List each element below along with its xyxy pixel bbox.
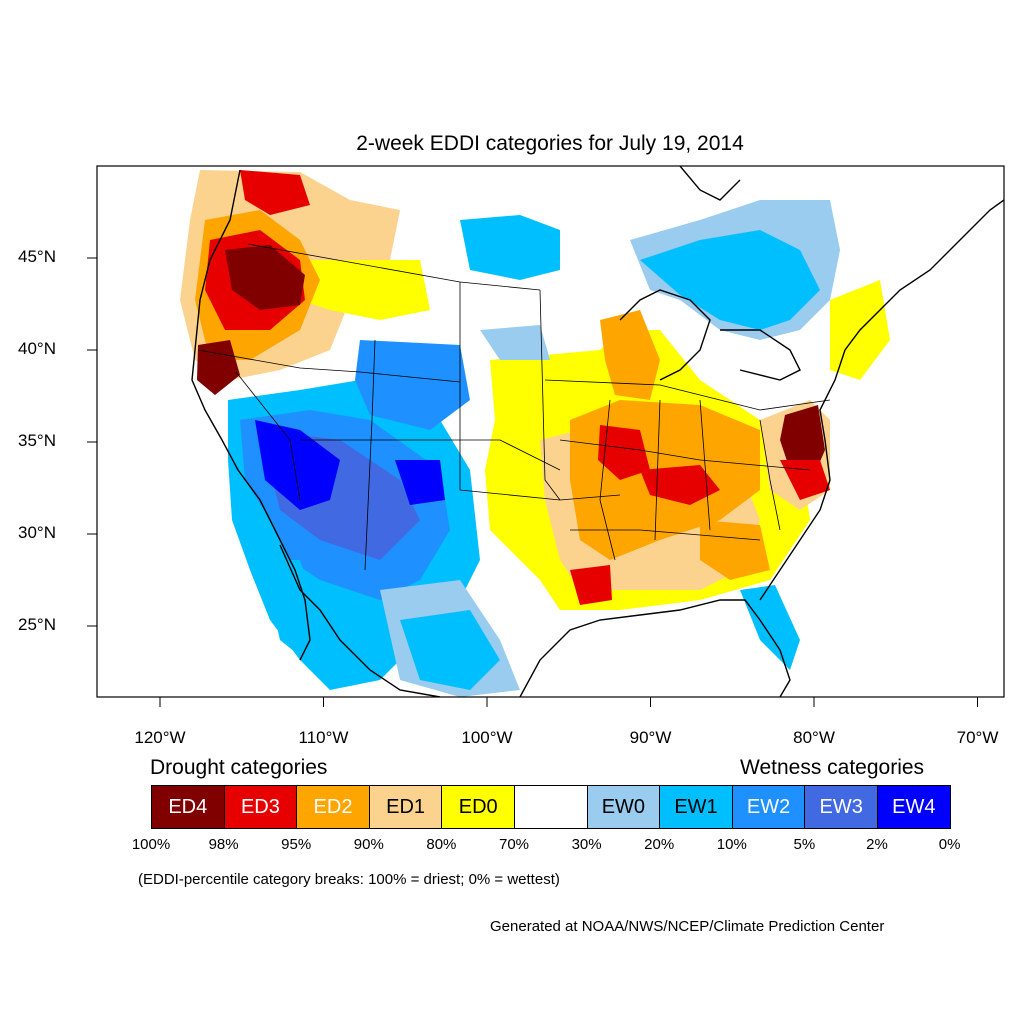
legend-break-label: 95% [281, 836, 312, 853]
legend-swatch [514, 785, 588, 829]
ed0-region-mt [300, 260, 430, 320]
legend-break-label: 100% [131, 836, 171, 853]
ed2-region-mi [600, 310, 660, 400]
legend-break-label: 0% [938, 836, 961, 853]
legend-swatch: ED0 [441, 785, 515, 829]
ed3-region-wa [240, 170, 310, 215]
ew1-region-baja [262, 560, 320, 660]
legend-break-label: 20% [644, 836, 675, 853]
ew1-region-dakotas [460, 215, 560, 280]
ew1-region-tx [400, 610, 500, 690]
map-title: 2-week EDDI categories for July 19, 2014 [356, 132, 744, 155]
category-note: (EDDI-percentile category breaks: 100% =… [138, 871, 560, 888]
coastlines [191, 166, 1004, 697]
map-frame [96, 165, 1005, 698]
legend-swatch: ED2 [296, 785, 370, 829]
lon-tick-label: 100°W [461, 728, 513, 747]
lon-tick-label: 120°W [134, 728, 186, 747]
legend-break-label: 70% [498, 836, 530, 853]
tick-marks [87, 257, 978, 707]
lat-tick-label: 30°N [18, 523, 56, 542]
lon-tick-label: 90°W [629, 728, 672, 747]
ew4-region-sw [255, 420, 340, 510]
ed3-region-mo [598, 425, 650, 480]
legend-break-label: 30% [571, 836, 602, 853]
legend-break-label: 2% [866, 836, 888, 853]
legend-break-label: 10% [716, 836, 747, 853]
legend-swatch: ED1 [368, 785, 443, 829]
lon-tick-label: 80°W [793, 728, 835, 747]
state-boundaries [197, 243, 831, 571]
legend-break-label: 80% [426, 836, 457, 853]
legend-swatch: EW3 [804, 785, 878, 829]
lat-tick-label: 45°N [18, 247, 56, 266]
credit-line: Generated at NOAA/NWS/NCEP/Climate Predi… [490, 918, 885, 935]
legend-break-label: 5% [793, 836, 816, 853]
legend-swatch: ED4 [151, 785, 225, 829]
legend-swatch: EW0 [586, 785, 661, 829]
ed4-region-or [225, 245, 305, 310]
drought-heading: Drought categories [150, 756, 328, 779]
lon-tick-label: 110°W [298, 728, 349, 747]
lat-tick-label: 35°N [18, 431, 56, 450]
legend-swatch: EW2 [731, 785, 806, 829]
ed3-region-ky [640, 465, 720, 505]
wetness-heading: Wetness categories [740, 756, 925, 779]
ed4-region-ca [197, 340, 240, 395]
category-fields [180, 170, 890, 697]
lat-tick-label: 40°N [18, 339, 56, 358]
legend-swatch: EW1 [659, 785, 733, 829]
ed3-region-nc [780, 460, 830, 500]
ew4-region-nm [395, 460, 445, 505]
ed2-region-ga [700, 520, 770, 580]
ew1-region-north [640, 230, 820, 330]
lon-tick-label: 70°W [956, 728, 999, 747]
legend-break-label: 90% [353, 836, 384, 853]
legend-swatch: EW4 [877, 785, 951, 829]
legend-break-label: 98% [208, 836, 239, 853]
lat-tick-label: 25°N [18, 615, 56, 634]
legend-swatch: ED3 [223, 785, 298, 829]
ew2-region-wy [355, 340, 470, 430]
ed3-region-la [570, 565, 612, 605]
ew0-region-nd [480, 325, 550, 360]
ew1-region-fl [740, 585, 800, 670]
